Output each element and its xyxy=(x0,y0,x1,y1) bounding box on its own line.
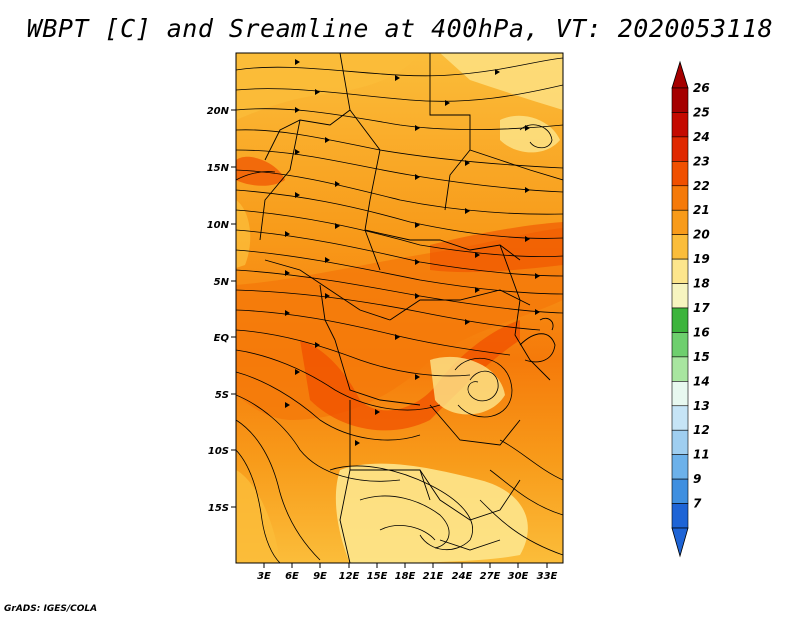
colorbar-label: 21 xyxy=(693,203,710,217)
colorbar-label: 11 xyxy=(693,448,710,462)
lat-label: 15S xyxy=(208,503,229,514)
lon-label: 3E xyxy=(257,571,271,582)
colorbar-label: 23 xyxy=(693,154,710,168)
colorbar-swatch xyxy=(671,112,689,138)
lat-label: 15N xyxy=(207,163,230,174)
colorbar-swatch xyxy=(671,258,689,284)
lon-label: 24E xyxy=(452,571,473,582)
colorbar-swatch xyxy=(671,136,689,162)
lon-label: 27E xyxy=(480,571,501,582)
colorbar-swatch xyxy=(671,283,689,309)
colorbar-swatch xyxy=(671,234,689,260)
lat-label: 5S xyxy=(215,390,229,401)
colorbar-bottom-arrow xyxy=(671,527,689,558)
lon-label: 30E xyxy=(508,571,529,582)
colorbar-label: 9 xyxy=(693,472,701,486)
lat-label: EQ xyxy=(214,333,230,344)
lon-label: 15E xyxy=(367,571,388,582)
colorbar-label: 13 xyxy=(693,399,710,413)
stream-arrows xyxy=(285,59,540,446)
colorbar-label: 24 xyxy=(693,130,710,144)
colorbar-top-arrow xyxy=(671,60,689,89)
lon-label: 9E xyxy=(313,571,327,582)
colorbar-swatch xyxy=(671,185,689,211)
credit-text: GrADS: IGES/COLA xyxy=(4,604,98,614)
lon-label: 18E xyxy=(395,571,416,582)
colorbar-label: 12 xyxy=(693,423,710,437)
map-title: WBPT [C] and Sreamline at 400hPa, VT: 20… xyxy=(26,14,774,43)
colorbar-label: 19 xyxy=(693,252,710,266)
lon-label: 33E xyxy=(537,571,558,582)
lat-label: 5N xyxy=(214,277,230,288)
colorbar-swatch xyxy=(671,478,689,504)
colorbar-swatch xyxy=(671,503,689,529)
colorbar-swatch xyxy=(671,454,689,480)
colorbar: 26 25 24 23 22 21 20 19 18 17 16 15 14 13 12 11 9 7 xyxy=(671,60,710,558)
colorbar-swatch xyxy=(671,405,689,431)
colorbar-swatch xyxy=(671,87,689,113)
lon-axis: 3E 6E 9E 12E 15E 18E 21E 24E 27E 30E 33E xyxy=(257,563,558,582)
country-borders xyxy=(259,53,563,563)
streamlines xyxy=(236,57,563,563)
colorbar-label: 22 xyxy=(693,179,710,193)
colorbar-label: 16 xyxy=(693,325,710,339)
colorbar-swatch xyxy=(671,356,689,382)
colorbar-swatch xyxy=(671,332,689,358)
colorbar-label: 7 xyxy=(693,497,702,511)
colorbar-label: 14 xyxy=(693,374,710,388)
lon-label: 12E xyxy=(339,571,360,582)
colorbar-swatch xyxy=(671,381,689,407)
colorbar-label: 17 xyxy=(693,301,710,315)
map-frame xyxy=(235,52,564,564)
lat-label: 20N xyxy=(207,106,230,117)
lon-label: 6E xyxy=(285,571,299,582)
colorbar-label: 18 xyxy=(693,277,710,291)
colorbar-label: 26 xyxy=(693,81,710,95)
colorbar-swatch xyxy=(671,209,689,235)
colorbar-label: 20 xyxy=(693,228,710,242)
colorbar-swatch xyxy=(671,429,689,455)
colorbar-swatch xyxy=(671,161,689,187)
colorbar-label: 25 xyxy=(693,105,710,119)
colorbar-label: 15 xyxy=(693,350,710,364)
colorbar-swatch xyxy=(671,307,689,333)
lat-label: 10N xyxy=(207,220,230,231)
lat-label: 10S xyxy=(208,446,229,457)
lon-label: 21E xyxy=(423,571,444,582)
lat-axis: 20N 15N 10N 5N EQ 5S 10S 15S xyxy=(207,106,236,514)
